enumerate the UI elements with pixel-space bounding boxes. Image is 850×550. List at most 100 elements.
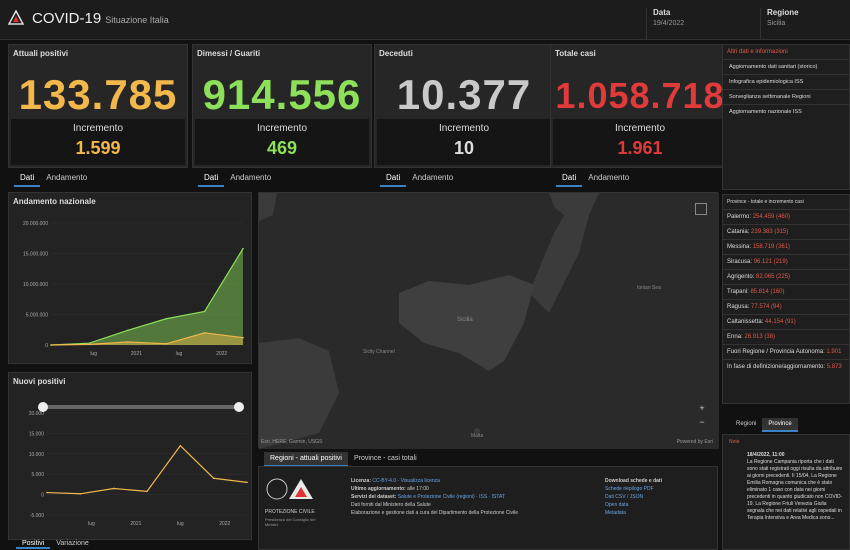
news-date: 18/4/2022, 11:00 [747,452,785,458]
kpi-title: Deceduti [379,49,413,58]
tab-andamento[interactable]: Andamento [412,173,454,182]
province-name: Agrigento [727,274,753,280]
list-item[interactable]: Palermo: 254.459 (460) [723,209,849,224]
province-value: 44.154 (91) [765,319,796,325]
data-point [127,329,129,332]
download-link[interactable]: Dati CSV / JSON [605,494,644,500]
list-item[interactable]: Fuori Regione / Provincia Autonoma: 1.90… [723,344,849,359]
zoom-out-button[interactable]: − [699,417,705,427]
province-value: 96.121 (219) [753,259,788,265]
other-info-link[interactable]: Sorveglianza settimanale Regioni [723,89,849,104]
land-calabria [529,207,589,313]
province-name: Catania [727,229,748,235]
app-header: COVID-19 Situazione Italia Data 19/4/2022… [0,0,850,40]
region-block[interactable]: Regione Sicilia [760,8,850,40]
tab-andamento[interactable]: Andamento [46,173,88,182]
other-info-link[interactable]: Aggiornamento dati sanitari (storico) [723,59,849,74]
zoom-in-button[interactable]: + [699,403,705,413]
chart-title: Andamento nazionale [13,197,96,206]
series-area [51,248,243,345]
list-item[interactable]: Siracusa: 96.121 (219) [723,254,849,269]
data-point [165,342,167,345]
tab-province-casi[interactable]: Province - casi totali [353,455,417,462]
chart2-tabs: Positivi Variazione [16,540,95,549]
region-label: Regione [767,8,799,17]
x-tick-label: 2021 [130,521,141,527]
kpi-title: Dimessi / Guariti [197,49,261,58]
tab-andamento[interactable]: Andamento [588,173,630,182]
series-line [50,332,244,346]
tab-variazione[interactable]: Variazione [56,540,89,547]
list-item[interactable]: In fase di definizione/aggiornamento: 5.… [723,359,849,374]
province-name: Messina [727,244,750,250]
license-label: Licenza: [351,478,372,484]
download-link[interactable]: Schede riepilogo PDF [605,486,654,492]
layers-button-icon[interactable] [695,203,707,215]
other-info-title: Altri dati e informazioni [727,49,788,55]
tab-regioni-attuali[interactable]: Regioni - attuali positivi [264,452,348,467]
list-item[interactable]: Messina: 158.719 (361) [723,239,849,254]
list-item[interactable]: Trapani: 85.814 (160) [723,284,849,299]
kpi-increment-box: Incremento 1.961 [553,119,727,165]
kpi-inc-label: Incremento [256,123,308,134]
list-item[interactable]: Catania: 239.383 (315) [723,224,849,239]
land-tunisia [259,338,339,449]
map-label-sicily-channel: Sicily Channel [363,349,395,355]
data-point [88,342,91,344]
tab-andamento[interactable]: Andamento [230,173,272,182]
tab-dati[interactable]: Dati [380,170,407,187]
y-tick-label: 20.000.000 [23,221,48,227]
kpi-value: 133.785 [18,71,178,118]
kpi-tabs-2: Dati Andamento [198,170,277,187]
tab-dati[interactable]: Dati [556,170,583,187]
range-slider-handle-left [38,402,48,412]
map-label-malta: Malta [471,433,483,439]
other-info-link[interactable]: Aggiornamento nazionale ISS [723,104,849,119]
tab-province[interactable]: Province [762,418,798,432]
province-value: 1.901 [826,349,842,355]
x-tick-label: 2022 [216,351,227,357]
sources-link[interactable]: Salute e Protezione Civile (regioni) · I… [397,494,506,500]
region-value[interactable]: Sicilia [767,20,786,27]
title-text: COVID-19 [32,10,102,27]
data-point [246,481,248,484]
province-value: 85.814 (160) [750,289,785,295]
province-value: 239.383 (315) [751,229,789,235]
range-slider-handle-right [234,402,244,412]
kpi-tabs-1: Dati Andamento [14,170,93,187]
x-tick-label: lug [88,521,95,527]
tab-positivi[interactable]: Positivi [16,540,51,549]
kpi-value: 914.556 [202,71,362,118]
download-link[interactable]: Metadata [605,510,626,516]
tab-dati[interactable]: Dati [14,170,41,187]
data-point [179,444,182,447]
tab-regioni[interactable]: Regioni [736,421,757,427]
download-link[interactable]: Open data [605,502,629,508]
data-point [242,247,244,250]
logo-text: PROTEZIONE CIVILE [265,509,315,515]
tab-dati[interactable]: Dati [198,170,225,187]
news-text: La Regione Campania riporta che i dati s… [747,459,843,521]
land-malta [474,428,480,434]
data-point [165,317,167,320]
license-link[interactable]: CC-BY-4.0 - Visualizza licenza [372,478,440,484]
data-point [127,341,129,343]
data-point [88,343,91,346]
other-info-link[interactable]: Infografica epidemiologica ISS [723,74,849,89]
protezione-civile-logo-icon [266,478,313,500]
list-item[interactable]: Caltanissetta: 44.154 (91) [723,314,849,329]
info-col-downloads: Download schede e dati Schede riepilogo … [605,477,715,517]
kpi-tabs-4: Dati Andamento [556,170,635,187]
province-value: 82.065 (225) [756,274,791,280]
list-item[interactable]: Ragusa: 77.574 (94) [723,299,849,314]
province-value: 158.719 (361) [752,244,791,250]
list-item[interactable]: Agrigento: 82.065 (225) [723,269,849,284]
kpi-inc-label: Incremento [438,123,490,134]
map-view[interactable]: Sicilia Malta Sicily Channel Ionian Sea … [258,192,719,449]
map-powered-by[interactable]: Powered by Esri [676,439,713,445]
chart-title: Nuovi positivi [13,377,66,386]
map-attribution: Esri, HERE, Garmin, USGS [261,439,323,445]
list-item[interactable]: Enna: 26.913 (38) [723,329,849,344]
x-tick-label: 2022 [219,521,230,527]
map-tabs: Regioni - attuali positivi Province - cas… [264,452,423,467]
